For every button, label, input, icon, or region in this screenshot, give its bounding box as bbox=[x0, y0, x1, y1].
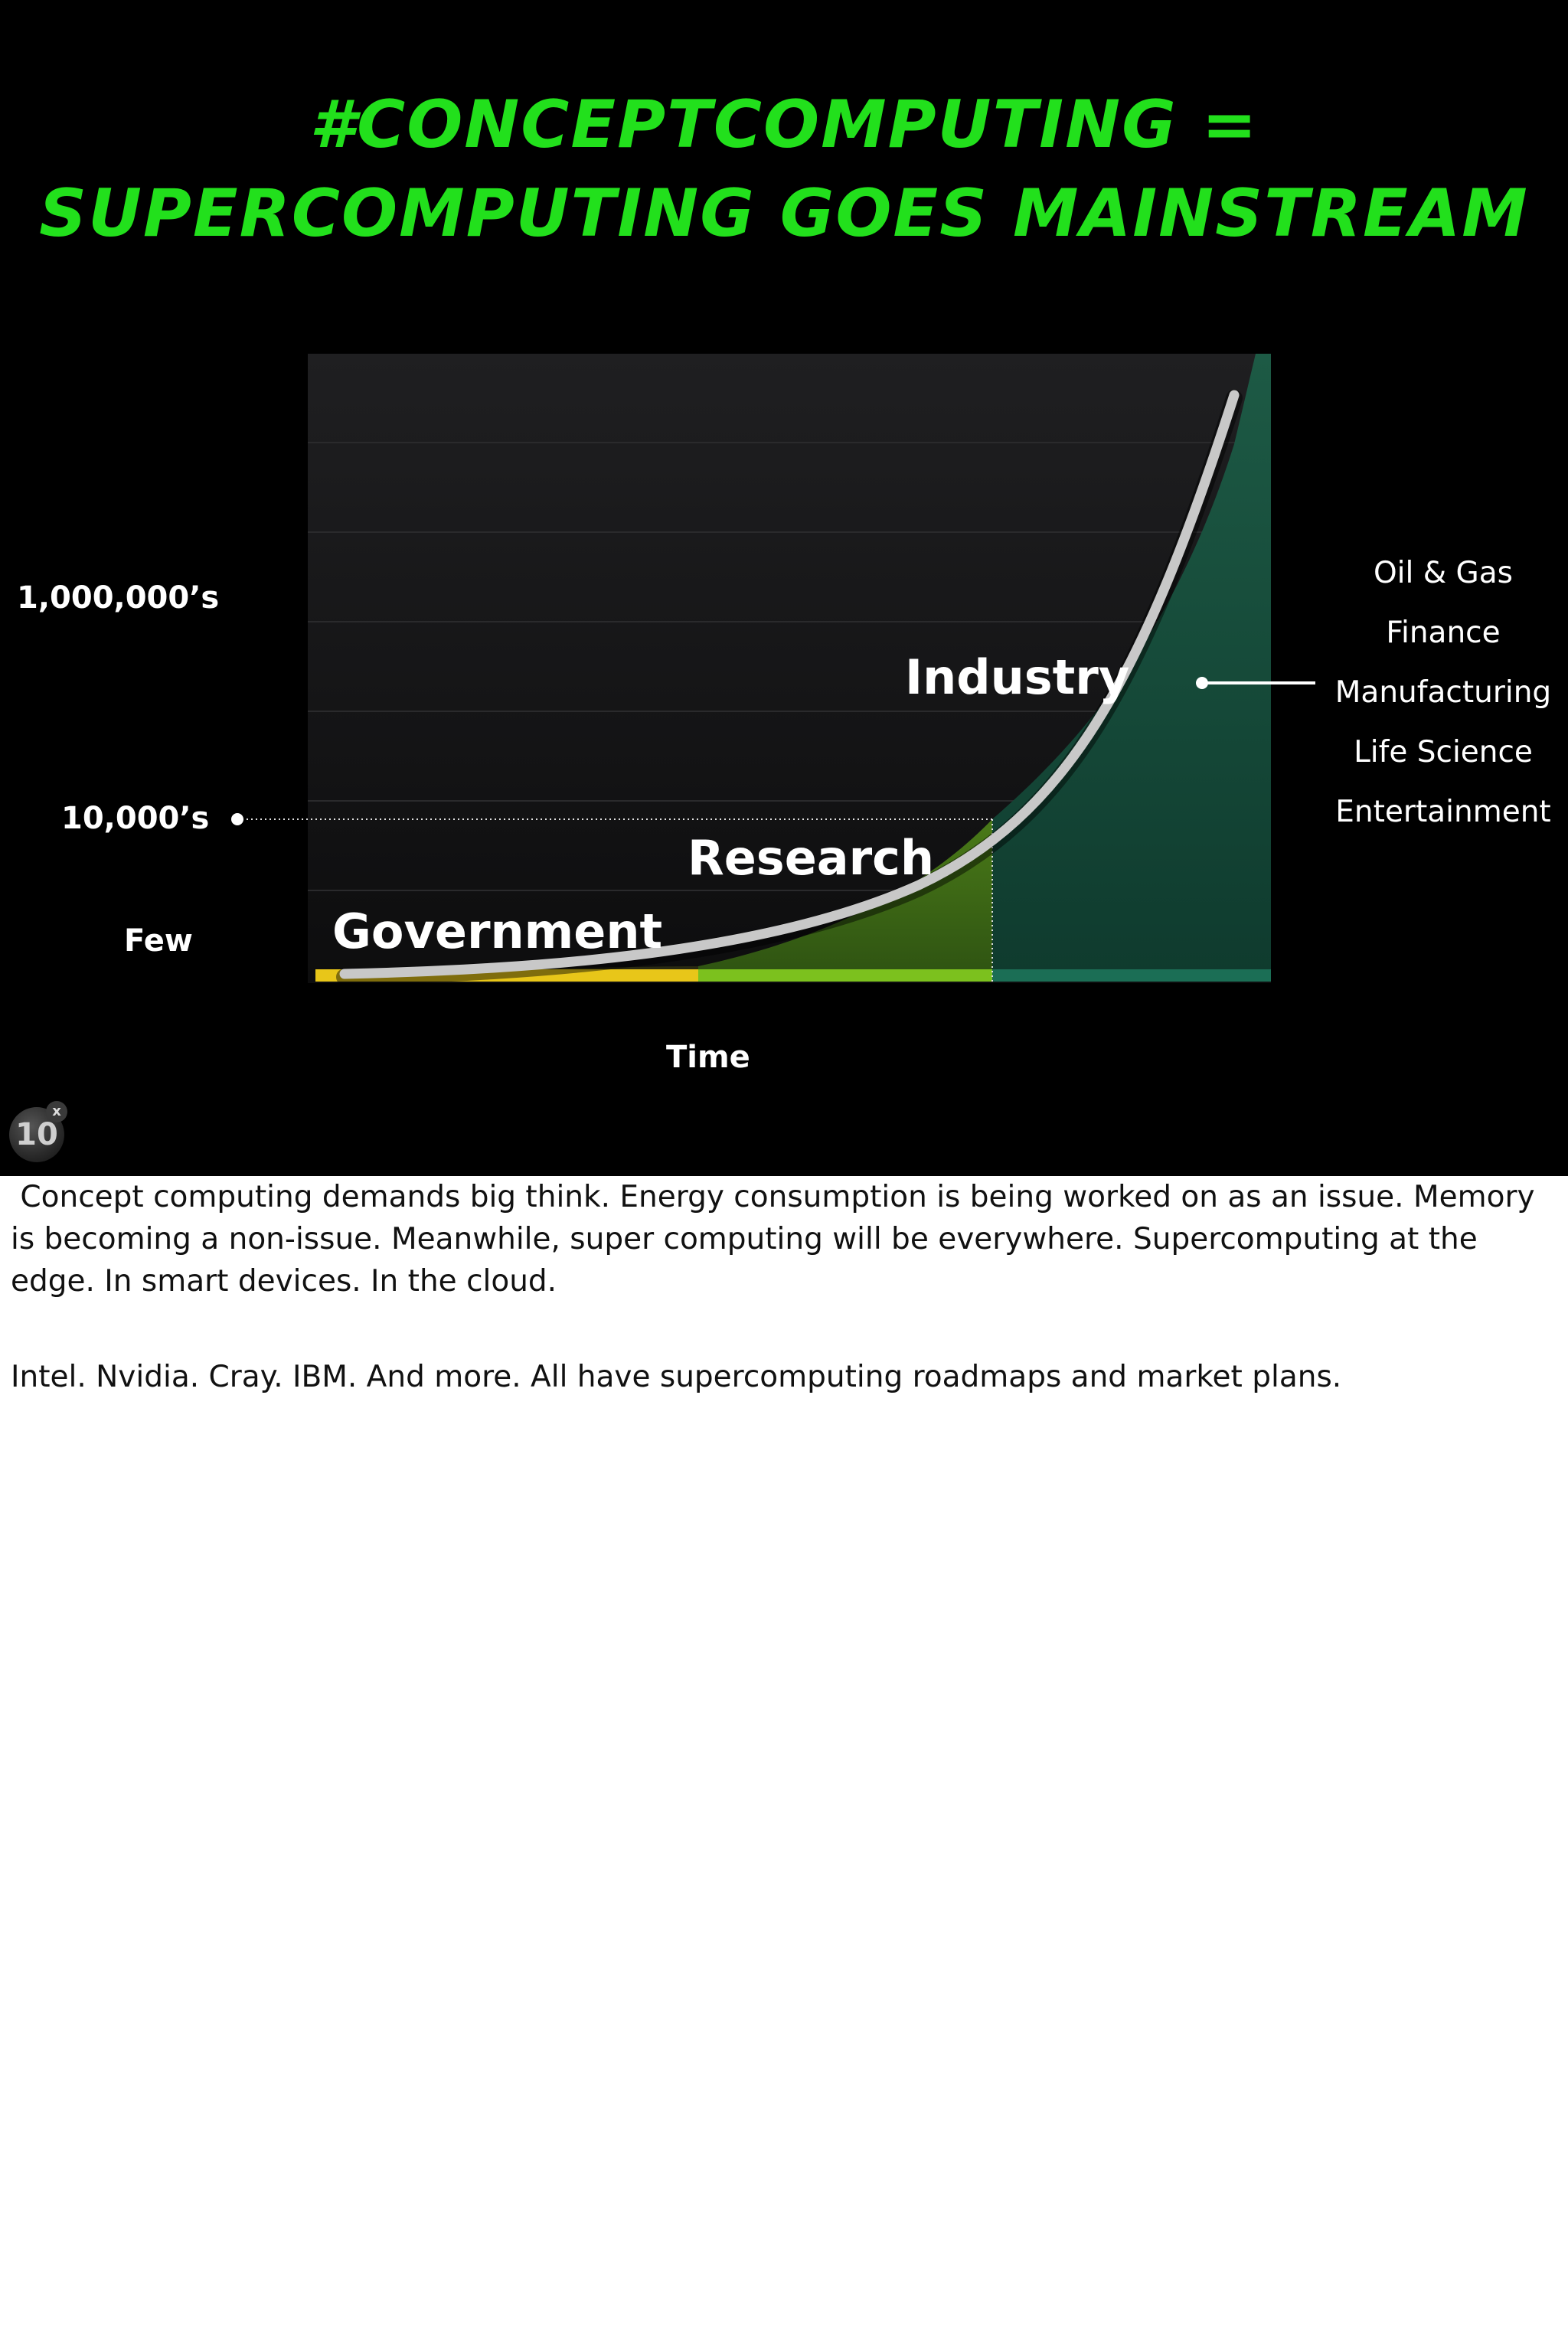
industries-connector-dot bbox=[1196, 677, 1208, 689]
industry-item: Entertainment bbox=[1335, 795, 1551, 829]
zone-label-industry: Industry bbox=[905, 649, 1130, 705]
industry-list: Oil & Gas Finance Manufacturing Life Sci… bbox=[1332, 544, 1554, 842]
research-bar bbox=[698, 969, 992, 982]
notes-paragraph-1: Concept computing demands big think. Ene… bbox=[11, 1176, 1550, 1302]
x-axis-label: Time bbox=[666, 1040, 750, 1075]
tenx-logo-superscript: x bbox=[46, 1101, 67, 1122]
industry-item: Oil & Gas bbox=[1373, 556, 1513, 590]
growth-chart bbox=[231, 354, 1315, 983]
growth-curve bbox=[339, 390, 1240, 979]
notes-paragraph-1-text: Concept computing demands big think. Ene… bbox=[11, 1180, 1535, 1299]
industry-item: Finance bbox=[1386, 616, 1501, 650]
zone-label-research: Research bbox=[688, 830, 935, 886]
research-area bbox=[698, 819, 992, 972]
speaker-notes: Concept computing demands big think. Ene… bbox=[11, 1176, 1550, 1398]
slide-title-line-1: #ConceptComputing = bbox=[309, 87, 1259, 163]
y-label-millions: 1,000,000’s bbox=[17, 580, 220, 616]
industry-bar bbox=[992, 969, 1271, 982]
slide-title-line-2: Supercomputing goes mainstream bbox=[39, 175, 1529, 252]
y-label-few: Few bbox=[124, 923, 193, 959]
industry-item: Manufacturing bbox=[1334, 675, 1552, 710]
industry-item: Life Science bbox=[1354, 735, 1533, 769]
slide: #ConceptComputing = Supercomputing goes … bbox=[0, 0, 1568, 1176]
y-label-ten-thousands: 10,000’s bbox=[61, 801, 210, 836]
ten-thousands-dot bbox=[231, 813, 243, 825]
zone-label-government: Government bbox=[332, 903, 663, 959]
notes-paragraph-2: Intel. Nvidia. Cray. IBM. And more. All … bbox=[11, 1360, 1342, 1394]
tenx-logo: 10 bbox=[9, 1107, 64, 1162]
